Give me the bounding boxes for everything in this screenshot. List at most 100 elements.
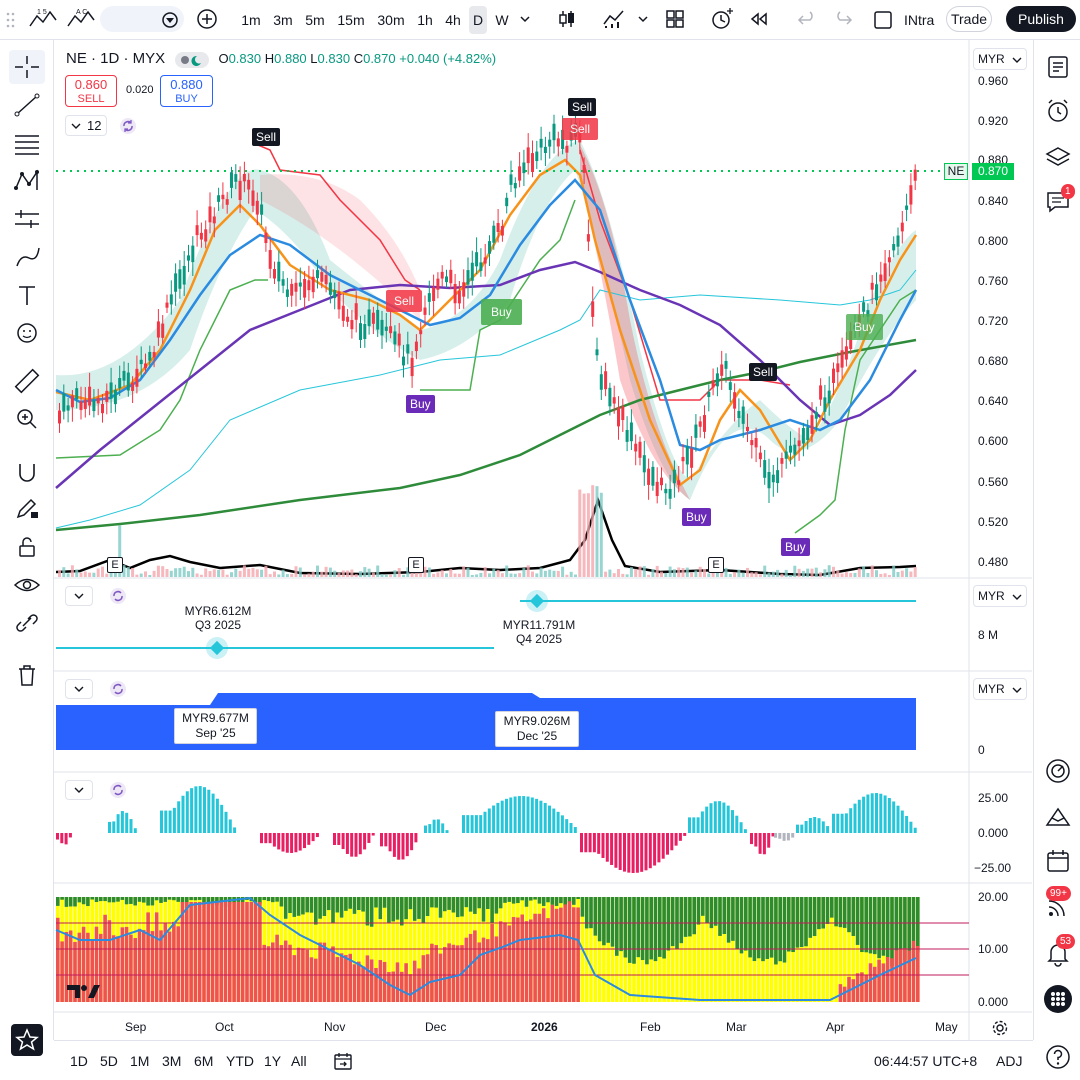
trade-button[interactable]: Trade	[946, 6, 992, 32]
range-1m[interactable]: 1M	[130, 1053, 150, 1069]
watchlist-button[interactable]	[1043, 52, 1073, 82]
earnings-mark[interactable]: E	[107, 557, 123, 573]
compare-symbol-icon[interactable]: 1 5	[28, 6, 58, 32]
interval-4h[interactable]: 4h	[445, 12, 461, 28]
range-3m[interactable]: 3M	[162, 1053, 182, 1069]
interval-w[interactable]: W	[495, 12, 509, 28]
lock-all-tool[interactable]	[9, 530, 45, 564]
trend-line-tool[interactable]	[9, 88, 45, 122]
currency-select[interactable]: MYR	[973, 585, 1027, 607]
screener-button[interactable]	[1043, 802, 1073, 832]
drag-handle-icon[interactable]	[6, 12, 16, 28]
range-1d[interactable]: 1D	[70, 1053, 88, 1069]
indicator-name[interactable]: INtra	[904, 12, 935, 28]
range-ytd[interactable]: YTD	[226, 1053, 254, 1069]
help-button[interactable]	[1043, 1042, 1073, 1072]
buy-signal-label[interactable]: Buy	[406, 395, 435, 413]
zoom-tool[interactable]	[9, 402, 45, 436]
remove-drawings-tool[interactable]	[9, 658, 45, 692]
ruler-tool[interactable]	[9, 364, 45, 398]
oscillator-green-bar	[322, 897, 327, 916]
notifications-button[interactable]: 53	[1043, 934, 1076, 968]
earnings-mark[interactable]: E	[708, 557, 724, 573]
adjust-toggle[interactable]: ADJ	[996, 1053, 1023, 1069]
range-5d[interactable]: 5D	[100, 1053, 118, 1069]
text-tool[interactable]	[9, 278, 45, 312]
chevron-down-icon[interactable]	[518, 12, 532, 26]
ideas-button[interactable]	[1043, 756, 1073, 786]
sell-signal-label[interactable]: Sell	[252, 128, 281, 146]
undo-icon[interactable]	[796, 8, 818, 30]
interval-1h[interactable]: 1h	[417, 12, 433, 28]
interval-30m[interactable]: 30m	[377, 12, 405, 28]
fib-tool[interactable]	[9, 126, 45, 160]
sell-signal-label[interactable]: Sell	[568, 98, 597, 116]
pane-collapse-toggle[interactable]	[65, 586, 93, 606]
interval-1m[interactable]: 1m	[241, 12, 261, 28]
crosshair-tool[interactable]	[9, 50, 45, 84]
layout-icon[interactable]	[664, 8, 686, 30]
currency-select[interactable]: MYR	[973, 48, 1027, 70]
buy-button[interactable]: 0.880 BUY	[160, 75, 213, 107]
interval-3m[interactable]: 3m	[273, 12, 293, 28]
interval-d[interactable]: D	[469, 6, 487, 34]
histogram-bar	[341, 833, 345, 850]
buy-signal-label[interactable]: Buy	[481, 299, 522, 325]
replay-icon[interactable]	[748, 8, 770, 30]
buy-signal-label[interactable]: Buy	[781, 538, 810, 556]
earnings-marker[interactable]	[209, 640, 225, 656]
brush-tool[interactable]	[9, 240, 45, 274]
earnings-mark[interactable]: E	[408, 557, 424, 573]
currency-select[interactable]: MYR	[973, 678, 1027, 700]
alerts-button[interactable]	[1043, 96, 1073, 126]
range-1y[interactable]: 1Y	[264, 1053, 282, 1069]
sell-signal-label[interactable]: Sell	[749, 363, 778, 381]
sell-button[interactable]: 0.860 SELL	[65, 75, 117, 107]
refresh-icon[interactable]	[109, 781, 127, 799]
apps-button[interactable]	[1043, 984, 1073, 1014]
lock-drawing-tool[interactable]	[9, 492, 45, 526]
oscillator-red-bar	[503, 922, 507, 1002]
favorites-tool[interactable]	[11, 1024, 43, 1056]
news-feed-button[interactable]: 99+	[1043, 886, 1073, 922]
heart-down-icon[interactable]	[160, 10, 180, 30]
earnings-marker[interactable]	[529, 593, 545, 609]
pattern-tool[interactable]	[9, 164, 45, 198]
goto-date-icon[interactable]	[332, 1051, 354, 1071]
publish-button[interactable]: Publish	[1006, 6, 1076, 32]
interval-15m[interactable]: 15m	[337, 12, 365, 28]
indicators-icon[interactable]	[602, 8, 626, 30]
magnet-tool[interactable]	[9, 454, 45, 488]
refresh-icon[interactable]	[109, 680, 127, 698]
multi-symbol-icon[interactable]: A C	[66, 6, 96, 32]
symbol-title[interactable]: NE · 1D · MYX	[66, 50, 166, 67]
refresh-icon[interactable]	[119, 117, 137, 135]
fullscreen-icon[interactable]	[872, 9, 894, 31]
interval-5m[interactable]: 5m	[305, 12, 325, 28]
sell-signal-label[interactable]: Sell	[386, 290, 423, 312]
chat-button[interactable]: 1	[1043, 184, 1075, 216]
forecast-tool[interactable]	[9, 202, 45, 236]
range-all[interactable]: All	[291, 1053, 307, 1069]
settings-gear-icon[interactable]	[991, 1019, 1009, 1037]
pane-collapse-toggle[interactable]	[65, 679, 93, 699]
sell-signal-label[interactable]: Sell	[562, 118, 599, 140]
alert-clock-icon[interactable]	[710, 8, 734, 30]
refresh-icon[interactable]	[109, 587, 127, 605]
buy-signal-label[interactable]: Buy	[682, 508, 711, 526]
buy-signal-label[interactable]: Buy	[846, 314, 883, 340]
chevron-down-icon[interactable]	[636, 12, 650, 26]
link-tool[interactable]	[9, 606, 45, 640]
emoji-tool[interactable]	[9, 316, 45, 350]
data-window-button[interactable]	[1043, 142, 1073, 172]
clock-timezone[interactable]: 06:44:57 UTC+8	[874, 1053, 978, 1069]
hide-drawings-tool[interactable]	[9, 568, 45, 602]
pane-collapse-toggle[interactable]	[65, 780, 93, 800]
add-symbol-icon[interactable]	[196, 8, 218, 30]
calendar-button[interactable]	[1043, 846, 1073, 876]
candle-style-icon[interactable]	[556, 8, 578, 30]
redo-icon[interactable]	[832, 8, 854, 30]
indicators-toggle[interactable]: 12	[65, 115, 107, 136]
range-6m[interactable]: 6M	[194, 1053, 214, 1069]
